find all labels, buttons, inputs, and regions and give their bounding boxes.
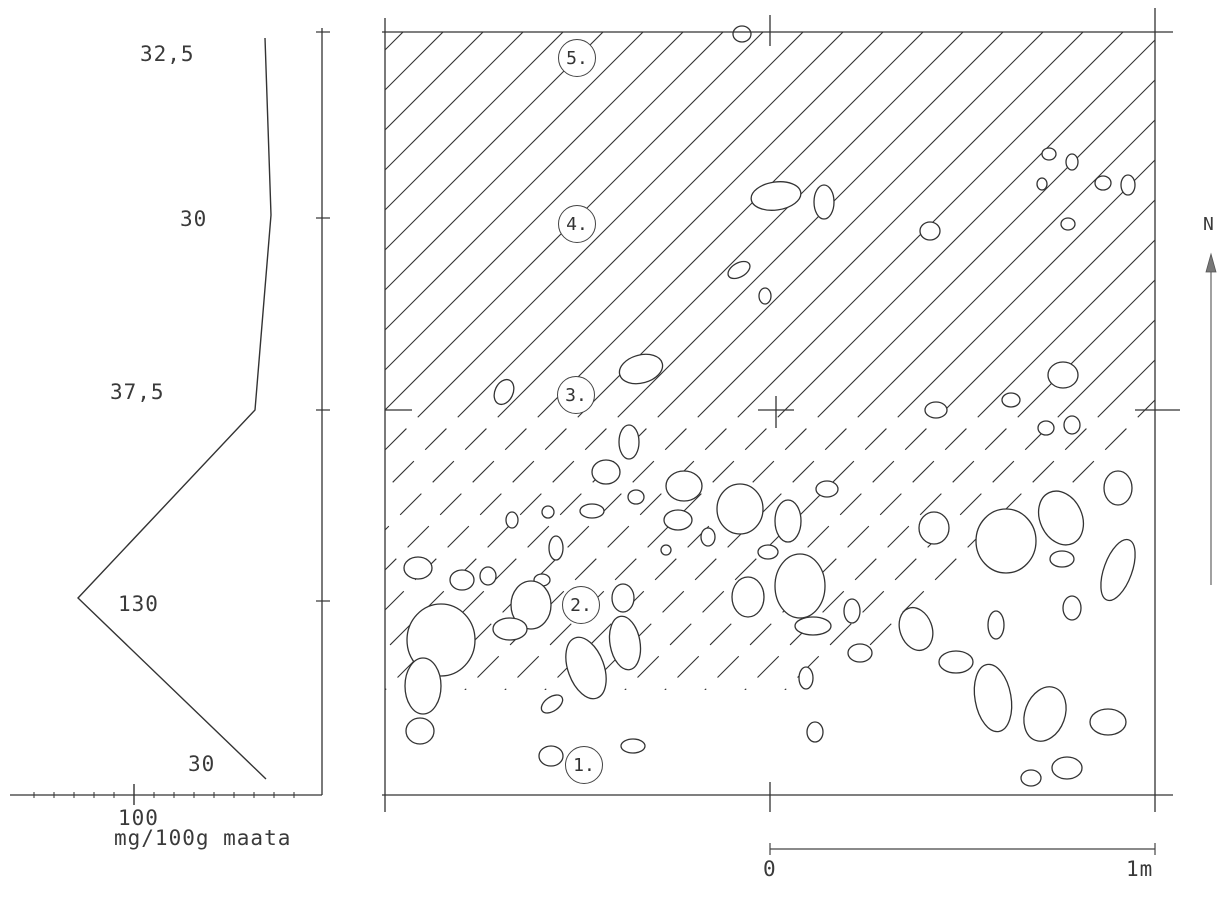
stone bbox=[505, 511, 519, 529]
stone bbox=[627, 489, 645, 505]
profile-value-label: 130 bbox=[118, 592, 159, 616]
profile-value-label: 32,5 bbox=[140, 42, 195, 66]
stone bbox=[1047, 361, 1079, 389]
scale-end-label: 1m bbox=[1126, 857, 1154, 881]
stone bbox=[510, 580, 552, 630]
unit-label: mg/100g maata bbox=[114, 826, 292, 850]
stone bbox=[975, 508, 1037, 574]
stone bbox=[1036, 177, 1048, 191]
stone bbox=[608, 615, 642, 671]
stone bbox=[1094, 175, 1112, 191]
stone bbox=[538, 745, 564, 767]
stone bbox=[757, 544, 779, 560]
stone bbox=[700, 527, 716, 547]
stone bbox=[774, 499, 802, 543]
stone bbox=[794, 616, 832, 636]
stone bbox=[1037, 490, 1085, 546]
stone bbox=[620, 738, 646, 754]
stone bbox=[1023, 686, 1067, 742]
stone bbox=[540, 694, 564, 714]
axis-tick-label: 100 bbox=[118, 806, 159, 830]
stone bbox=[1041, 147, 1057, 161]
stone bbox=[924, 401, 948, 419]
north-arrow-icon bbox=[1205, 252, 1217, 585]
profile-value-label: 30 bbox=[188, 752, 216, 776]
scale-bar bbox=[769, 843, 1156, 855]
stone bbox=[813, 184, 835, 220]
profile-value-label: 37,5 bbox=[110, 380, 165, 404]
hatching-dense bbox=[385, 32, 1155, 410]
stone bbox=[660, 544, 672, 556]
stone bbox=[898, 606, 934, 652]
stone bbox=[405, 717, 435, 745]
stone bbox=[1060, 217, 1076, 231]
excavation-plan bbox=[382, 8, 1217, 855]
stone bbox=[919, 221, 941, 241]
north-label: N bbox=[1203, 214, 1215, 235]
stones bbox=[403, 25, 1136, 787]
stone bbox=[987, 610, 1005, 640]
phosphate-profile-graph bbox=[10, 28, 330, 805]
stone bbox=[938, 650, 974, 674]
stone bbox=[732, 25, 752, 43]
stone bbox=[1020, 769, 1042, 787]
stone bbox=[403, 556, 433, 580]
stone bbox=[843, 598, 861, 624]
sample-marker-2: 2. bbox=[562, 586, 600, 624]
stone bbox=[1063, 415, 1081, 435]
stone bbox=[1089, 708, 1127, 736]
stone bbox=[663, 509, 693, 531]
stone bbox=[665, 470, 703, 502]
stone bbox=[548, 535, 564, 561]
stone bbox=[1065, 153, 1079, 171]
stone bbox=[493, 378, 515, 406]
stone bbox=[404, 657, 442, 715]
stone bbox=[731, 576, 765, 618]
stone bbox=[611, 583, 635, 613]
stone bbox=[774, 553, 826, 619]
stone bbox=[1062, 595, 1082, 621]
stone bbox=[973, 663, 1013, 733]
stone bbox=[750, 181, 802, 211]
stone bbox=[591, 459, 621, 485]
stone bbox=[492, 617, 528, 641]
stone bbox=[1120, 174, 1136, 196]
stone bbox=[716, 483, 764, 535]
stone bbox=[618, 424, 640, 460]
stone bbox=[1100, 538, 1136, 602]
stone bbox=[815, 480, 839, 498]
stone bbox=[449, 569, 475, 591]
sample-marker-5: 5. bbox=[558, 39, 596, 77]
plan-grid bbox=[382, 8, 1180, 812]
stone bbox=[618, 353, 664, 385]
stone bbox=[798, 666, 814, 690]
stone bbox=[806, 721, 824, 743]
stone bbox=[758, 287, 772, 305]
stone bbox=[1001, 392, 1021, 408]
profile-value-label: 30 bbox=[180, 207, 208, 231]
stone bbox=[918, 511, 950, 545]
stone bbox=[579, 503, 605, 519]
scale-start-label: 0 bbox=[763, 857, 777, 881]
stone bbox=[1037, 420, 1055, 436]
stone bbox=[565, 636, 607, 700]
stone bbox=[847, 643, 873, 663]
stone bbox=[479, 566, 497, 586]
sample-marker-3: 3. bbox=[557, 376, 595, 414]
stone bbox=[727, 260, 751, 280]
stone bbox=[541, 505, 555, 519]
sample-marker-1: 1. bbox=[565, 746, 603, 784]
phosphate-curve bbox=[77, 37, 272, 780]
stone bbox=[1051, 756, 1083, 780]
stone bbox=[1103, 470, 1133, 506]
stone bbox=[1049, 550, 1075, 568]
sample-marker-4: 4. bbox=[558, 205, 596, 243]
